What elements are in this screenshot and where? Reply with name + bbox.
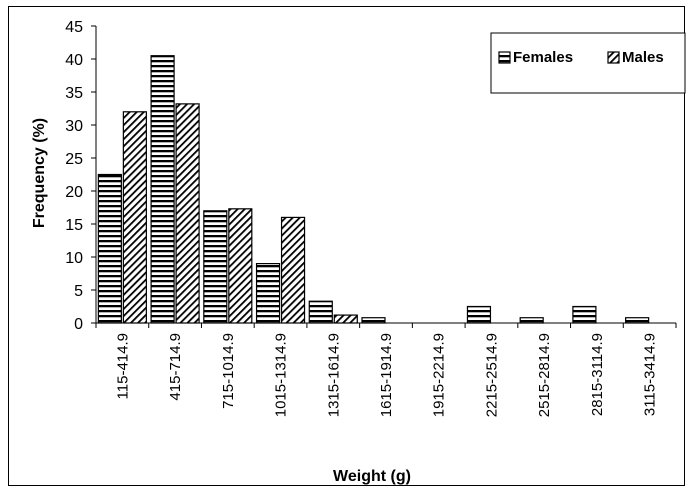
chart-frame [8,6,685,486]
legend: Females Males [490,32,686,94]
bar-females [97,173,122,324]
x-tick-label: 2515-2814.9 [536,333,553,417]
legend-swatch-females [498,51,511,64]
x-tick-label: 415-714.9 [167,333,184,401]
bar-males [333,314,358,324]
x-tick-label: 1315-1614.9 [325,333,342,417]
y-tick-label: 35 [65,85,83,102]
y-tick-label: 25 [65,151,83,168]
bar-females [255,263,281,324]
x-tick-label: 1915-2214.9 [431,333,448,417]
y-tick-label: 0 [74,316,83,333]
bar-males [280,216,306,324]
y-tick-label: 45 [65,19,83,36]
bar-females [466,305,492,324]
y-tick-label: 40 [65,52,83,69]
y-tick-label: 5 [74,283,83,300]
x-axis-title: Weight (g) [333,468,411,485]
x-tick-label: 2215-2514.9 [483,333,500,417]
y-tick-label: 10 [65,250,83,267]
y-tick-label: 20 [65,184,83,201]
y-axis-title: Frequency (%) [31,118,48,228]
x-tick-label: 115-414.9 [114,333,131,399]
bar-females [625,317,650,324]
bar-males [122,111,147,324]
bar-females [361,317,386,324]
y-tick-label: 15 [65,217,83,234]
x-tick-label: 715-1014.9 [220,333,237,409]
x-tick-label: 1015-1314.9 [273,333,290,417]
bars-group [97,55,650,324]
y-tick-label: 30 [65,118,83,135]
labels-group: 0 5 10 15 20 25 30 35 40 45 115-414.9 415-714.9 715-… [65,19,658,417]
bar-females [572,305,597,324]
bar-males [228,208,253,324]
bar-females [308,300,333,324]
bar-females [150,55,175,324]
x-tick-label: 1615-1914.9 [378,333,395,417]
legend-swatch-males [607,51,620,64]
bar-males [175,103,200,324]
bar-females [203,210,228,324]
x-tick-label: 2815-3114.9 [589,333,606,416]
legend-label-females: Females [513,49,573,66]
x-tick-label: 3115-3414.9 [642,333,659,416]
legend-label-males: Males [622,49,664,66]
bar-females [519,317,544,324]
legend-box [490,32,686,94]
